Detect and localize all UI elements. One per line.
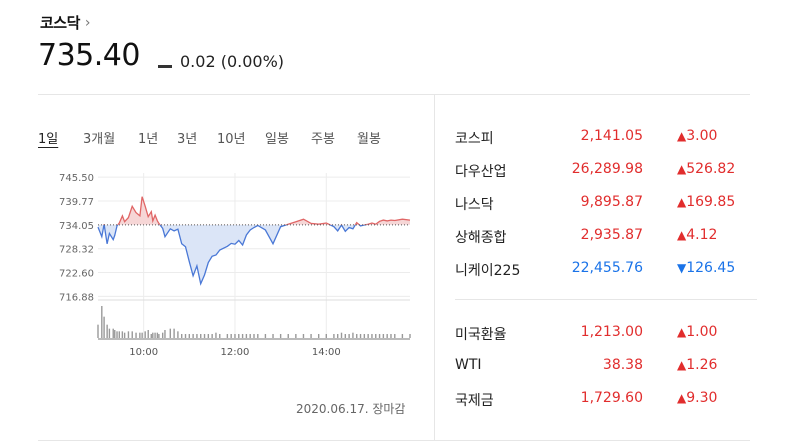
- vertical-divider: [434, 95, 435, 440]
- index-value: 735.40: [38, 38, 140, 73]
- market-change-group: ▲3.00: [677, 128, 717, 144]
- market-name[interactable]: 미국환율: [455, 327, 507, 343]
- x-tick-label: 12:00: [221, 347, 250, 358]
- unchanged-icon: [158, 65, 172, 68]
- index-title[interactable]: 코스닥: [40, 14, 80, 32]
- y-tick-label: 722.60: [59, 269, 94, 280]
- market-name[interactable]: WTI: [455, 357, 482, 373]
- y-tick-label: 734.05: [59, 221, 94, 232]
- y-tick-label: 728.32: [59, 245, 94, 256]
- series-line-up: [103, 196, 411, 225]
- down-arrow-icon: ▼: [677, 261, 687, 275]
- tab-daily[interactable]: 일봉: [265, 132, 289, 147]
- market-name[interactable]: 다우산업: [455, 164, 507, 180]
- series-line-down: [97, 224, 377, 286]
- market-change: 526.82: [686, 161, 736, 177]
- up-arrow-icon: ▲: [677, 129, 687, 143]
- market-value: 9,895.87: [580, 194, 643, 210]
- market-name[interactable]: 니케이225: [455, 263, 521, 279]
- market-change-group: ▲4.12: [677, 227, 717, 243]
- market-row[interactable]: 상해종합 2,935.87 ▲4.12: [455, 227, 755, 247]
- tab-10year[interactable]: 10년: [217, 132, 246, 147]
- tab-weekly[interactable]: 주봉: [311, 132, 335, 147]
- market-name[interactable]: 상해종합: [455, 230, 507, 246]
- up-arrow-icon: ▲: [677, 358, 687, 372]
- chevron-right-icon[interactable]: ›: [84, 14, 91, 31]
- y-tick-label: 716.88: [59, 292, 94, 303]
- intraday-chart[interactable]: 745.50 739.77 734.05 728.32 722.60 716.88 10:0…: [40, 163, 415, 363]
- market-change-group: ▲526.82: [677, 161, 735, 177]
- market-change-group: ▲9.30: [677, 390, 717, 406]
- market-change-group: ▼126.45: [677, 260, 735, 276]
- y-tick-label: 739.77: [59, 197, 94, 208]
- area-down: [98, 224, 366, 284]
- up-arrow-icon: ▲: [677, 391, 687, 405]
- market-name[interactable]: 나스닥: [455, 197, 494, 213]
- up-arrow-icon: ▲: [677, 325, 687, 339]
- market-row[interactable]: 니케이225 22,455.76 ▼126.45: [455, 260, 755, 280]
- period-tabs: 1일 3개월 1년 3년 10년 일봉 주봉 월봉: [38, 128, 381, 147]
- tab-1day[interactable]: 1일: [38, 132, 59, 147]
- market-row[interactable]: 다우산업 26,289.98 ▲526.82: [455, 161, 755, 181]
- up-arrow-icon: ▲: [677, 195, 687, 209]
- market-change: 4.12: [686, 227, 718, 243]
- bottom-divider: [38, 440, 750, 441]
- market-change: 126.45: [686, 260, 736, 276]
- market-name[interactable]: 코스피: [455, 131, 494, 147]
- market-value: 2,935.87: [580, 227, 643, 243]
- market-change-group: ▲1.26: [677, 357, 717, 373]
- top-divider: [38, 94, 750, 95]
- market-change: 1.26: [686, 357, 718, 373]
- index-change: 0.02 (0.00%): [158, 52, 284, 71]
- x-tick-label: 14:00: [312, 347, 341, 358]
- market-value: 1,729.60: [580, 390, 643, 406]
- market-change: 9.30: [686, 390, 718, 406]
- market-change: 169.85: [686, 194, 736, 210]
- tab-monthly[interactable]: 월봉: [357, 132, 381, 147]
- y-tick-label: 745.50: [59, 173, 94, 184]
- market-change-group: ▲1.00: [677, 324, 717, 340]
- market-row[interactable]: 코스피 2,141.05 ▲3.00: [455, 128, 755, 148]
- market-change: 3.00: [686, 128, 718, 144]
- market-row[interactable]: 국제금 1,729.60 ▲9.30: [455, 390, 755, 410]
- market-value: 1,213.00: [580, 324, 643, 340]
- index-title-row[interactable]: 코스닥 ›: [40, 12, 91, 33]
- market-value: 2,141.05: [580, 128, 643, 144]
- market-row[interactable]: 나스닥 9,895.87 ▲169.85: [455, 194, 755, 214]
- market-value: 38.38: [602, 357, 643, 373]
- market-row[interactable]: 미국환율 1,213.00 ▲1.00: [455, 324, 755, 344]
- area-up: [98, 196, 410, 225]
- x-tick-label: 10:00: [129, 347, 158, 358]
- market-change-group: ▲169.85: [677, 194, 735, 210]
- tab-3year[interactable]: 3년: [177, 132, 198, 147]
- date-note: 2020.06.17. 장마감: [296, 402, 406, 416]
- index-change-text: 0.02 (0.00%): [180, 52, 285, 71]
- market-change: 1.00: [686, 324, 718, 340]
- tab-1year[interactable]: 1년: [138, 132, 159, 147]
- market-name[interactable]: 국제금: [455, 393, 494, 409]
- market-value: 26,289.98: [571, 161, 643, 177]
- up-arrow-icon: ▲: [677, 162, 687, 176]
- market-value: 22,455.76: [571, 260, 643, 276]
- market-row[interactable]: WTI 38.38 ▲1.26: [455, 357, 755, 377]
- market-divider: [455, 299, 757, 300]
- tab-3month[interactable]: 3개월: [83, 132, 116, 147]
- up-arrow-icon: ▲: [677, 228, 687, 242]
